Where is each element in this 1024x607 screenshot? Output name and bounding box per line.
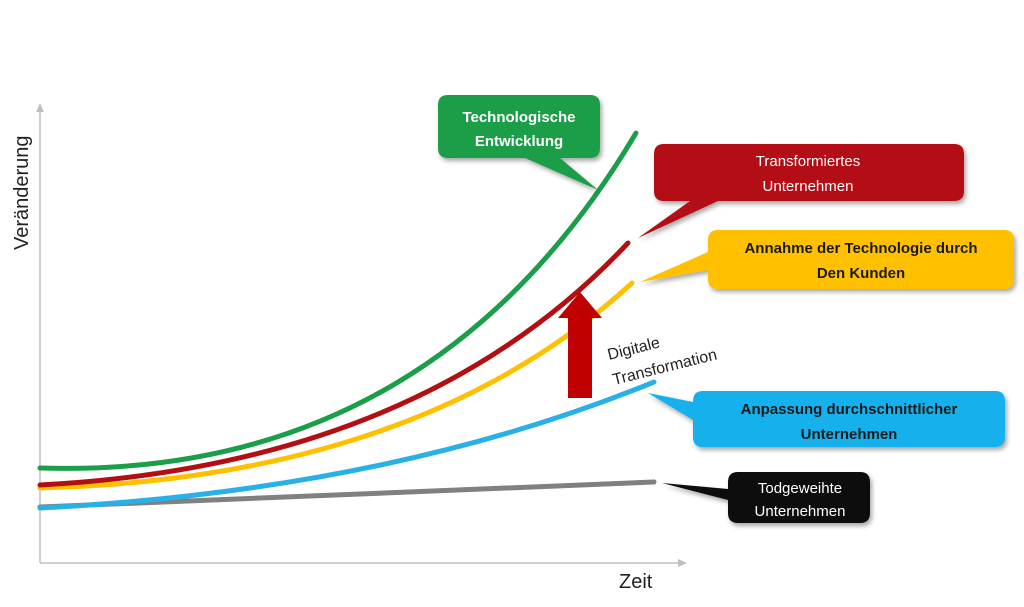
transformation-arrow-shape (558, 292, 602, 398)
callout-doomed-line2: Unternehmen (755, 503, 846, 520)
callout-customers-line2: Den Kunden (817, 265, 905, 282)
x-axis-label: Zeit (619, 571, 653, 593)
x-axis-arrowhead (678, 559, 687, 567)
curve-customers (37, 280, 635, 491)
callout-average-line1: Anpassung durchschnittlicher (741, 401, 958, 418)
callout-doomed: Todgeweihte Unternehmen (662, 472, 870, 523)
curve-transformed (37, 240, 631, 488)
callout-doomed-line1: Todgeweihte (758, 480, 842, 497)
callout-average-bubble (648, 391, 1005, 447)
callout-average-line2: Unternehmen (801, 426, 898, 443)
callout-technology: Technologische Entwicklung (438, 95, 600, 190)
callout-technology-line2: Entwicklung (475, 133, 563, 150)
transformation-label-line1: Digitale (606, 334, 662, 363)
callout-customers: Annahme der Technologie durch Den Kunden (640, 230, 1014, 289)
callout-transformed-bubble (638, 144, 964, 238)
callout-transformed-line2: Unternehmen (763, 178, 854, 195)
callout-transformed: Transformiertes Unternehmen (638, 144, 964, 238)
curves (37, 130, 657, 511)
callout-customers-bubble (640, 230, 1014, 289)
y-axis-label: Veränderung (11, 135, 33, 250)
callout-customers-line1: Annahme der Technologie durch (744, 240, 977, 257)
axes: Veränderung Zeit (11, 103, 687, 593)
callout-transformed-line1: Transformiertes (756, 153, 860, 170)
y-axis-arrowhead (36, 103, 44, 112)
callout-technology-line1: Technologische (462, 109, 575, 126)
curve-technology (37, 130, 639, 471)
curve-average (37, 379, 657, 511)
callout-technology-bubble (438, 95, 600, 190)
callout-doomed-bubble (662, 472, 870, 523)
callout-average: Anpassung durchschnittlicher Unternehmen (648, 391, 1005, 447)
digital-transformation-arrow: Digitale Transformation (558, 292, 719, 398)
